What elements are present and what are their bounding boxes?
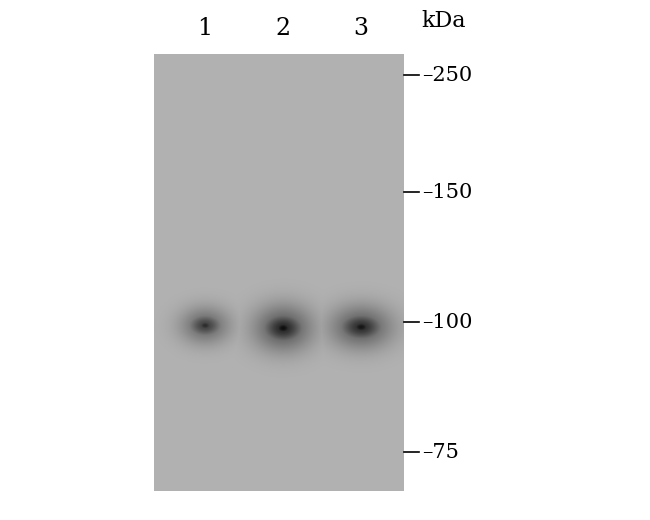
Text: kDa: kDa [421,10,465,32]
Text: 1: 1 [197,17,213,40]
Text: –100: –100 [422,313,473,332]
Text: 3: 3 [353,17,369,40]
Text: 2: 2 [275,17,291,40]
Text: –250: –250 [422,66,473,85]
Text: –150: –150 [422,183,473,202]
Text: –75: –75 [422,443,460,462]
Bar [155,55,404,491]
